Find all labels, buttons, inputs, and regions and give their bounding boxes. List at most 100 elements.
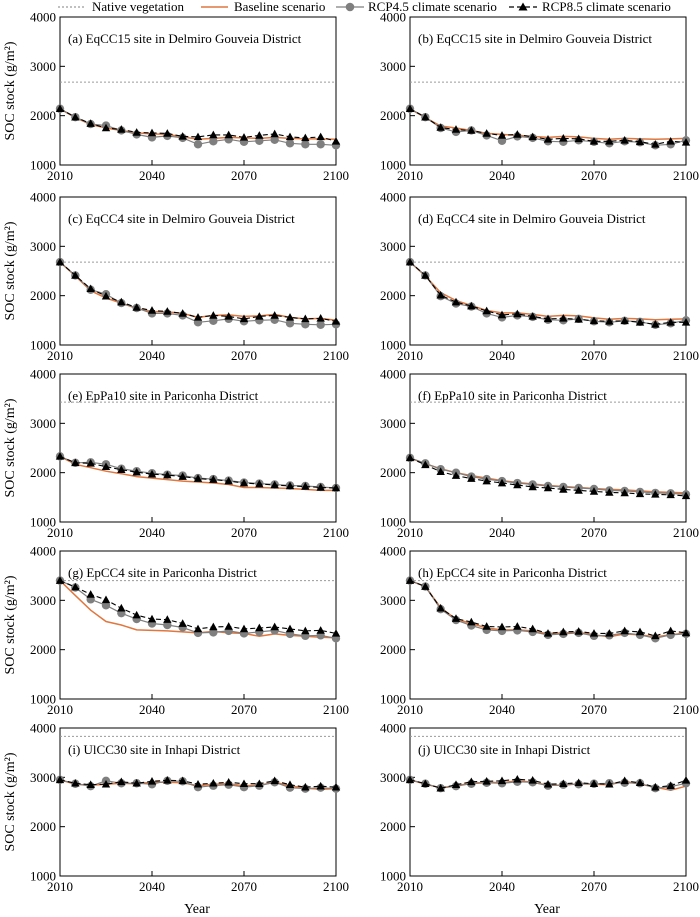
series-rcp85-point [528, 482, 537, 491]
series-rcp85-point [101, 462, 111, 471]
legend-rcp85-label: RCP8.5 climate scenario [542, 0, 671, 14]
x-tick-label: 2070 [581, 348, 607, 363]
series-rcp85-point [270, 622, 279, 631]
x-tick-label: 2100 [323, 168, 349, 183]
x-tick-label: 2100 [673, 879, 699, 894]
series-rcp85-point [178, 619, 187, 627]
series-rcp85-point [71, 112, 80, 121]
series-rcp85-point [270, 480, 279, 489]
series-rcp85-point [451, 780, 461, 789]
series-rcp85-point [163, 307, 172, 315]
x-tick-label: 2040 [489, 168, 515, 183]
series-rcp85-point [421, 779, 430, 788]
series-rcp85-point [117, 777, 126, 786]
panel-title: (g) EpCC4 site in Pariconha District [68, 565, 257, 580]
series-rcp85-point [132, 303, 141, 311]
series-rcp85-point [559, 627, 568, 636]
series-rcp45-point [316, 320, 325, 329]
series-rcp85-point [574, 486, 583, 494]
series-rcp85-point [405, 257, 415, 266]
series-rcp85-point [255, 779, 264, 788]
series-rcp85-point [193, 779, 203, 788]
y-tick-label: 2000 [30, 465, 56, 480]
x-tick-label: 2040 [139, 879, 165, 894]
series-rcp85-point [132, 467, 141, 476]
panel-title: (e) EpPa10 site in Pariconha District [68, 388, 259, 403]
series-rcp85-point [86, 458, 95, 467]
series-rcp85-point [605, 779, 614, 788]
series-rcp85-point [620, 488, 629, 497]
series-rcp85-point [497, 310, 507, 319]
y-tick-label: 1000 [380, 869, 406, 884]
series-baseline-line [59, 261, 337, 322]
y-axis-label: SOC stock (g/m²) [3, 752, 18, 851]
series-rcp85-point [574, 778, 583, 787]
series-rcp85-point [543, 135, 553, 143]
series-rcp85-point [635, 627, 645, 636]
series-rcp85-point [71, 582, 80, 591]
series-rcp85-point [543, 779, 553, 788]
series-rcp85-point [620, 626, 629, 635]
y-tick-label: 4000 [380, 10, 406, 25]
y-tick-label: 4000 [30, 190, 56, 205]
series-rcp85-point [666, 137, 675, 145]
series-rcp85-point [528, 132, 537, 141]
series-rcp85-point [451, 471, 461, 479]
series-rcp85-point [117, 297, 126, 306]
series-rcp85-point [132, 778, 141, 787]
series-rcp85-point [651, 139, 660, 148]
x-tick-label: 2100 [673, 348, 699, 363]
series-rcp85-point [316, 483, 325, 491]
series-rcp85-point [147, 469, 157, 478]
y-tick-label: 2000 [30, 642, 56, 657]
series-rcp85-point [681, 628, 691, 637]
series-rcp85-point [635, 318, 645, 326]
plot-frame [409, 196, 687, 346]
x-tick-label: 2040 [489, 702, 515, 717]
series-rcp85-point [513, 480, 522, 489]
series-rcp45-point [163, 620, 172, 630]
panel-title: (h) EpCC4 site in Pariconha District [418, 565, 607, 580]
panel-3: 1000 2000 3000 4000 2010 2040 2070 2100 (c) EqCC… [3, 190, 349, 364]
legend-native-label: Native vegetation [92, 0, 185, 14]
y-tick-label: 1000 [30, 515, 56, 530]
y-tick-label: 2000 [30, 108, 56, 123]
series-rcp85-point [451, 297, 461, 306]
series-rcp85-point [513, 130, 522, 138]
x-tick-label: 2070 [231, 168, 257, 183]
series-rcp85-point [71, 271, 80, 279]
series-rcp85-point [147, 306, 157, 314]
series-rcp85-point [255, 623, 264, 632]
series-rcp85-point [331, 137, 341, 145]
series-rcp85-point [209, 778, 218, 787]
series-rcp85-point [482, 622, 491, 630]
series-rcp85-point [285, 132, 295, 141]
y-tick-label: 2000 [380, 819, 406, 834]
series-rcp85-point [482, 306, 491, 315]
y-tick-label: 2000 [380, 642, 406, 657]
panel-4: 1000 2000 3000 4000 2010 2040 2070 2100 (d) EqCC… [380, 190, 699, 364]
series-rcp85-point [467, 474, 476, 482]
series-rcp85-point [605, 317, 614, 325]
series-rcp85-point [436, 783, 445, 792]
series-rcp85-point [405, 104, 415, 113]
series-rcp85-point [482, 129, 491, 137]
series-rcp85-point [497, 776, 507, 785]
series-rcp85-point [681, 318, 691, 326]
series-rcp85-point [421, 112, 430, 121]
x-tick-label: 2070 [581, 525, 607, 540]
x-tick-label: 2070 [581, 168, 607, 183]
series-rcp85-point [421, 271, 430, 279]
series-rcp85-point [55, 104, 65, 113]
series-rcp85-point [178, 309, 187, 317]
y-tick-label: 2000 [380, 465, 406, 480]
panel-8: 1000 2000 3000 4000 2010 2040 2070 2100 (h) EpCC… [380, 544, 699, 718]
y-tick-label: 4000 [30, 10, 56, 25]
series-rcp85-point [635, 778, 645, 787]
series-rcp85-point [635, 489, 645, 498]
series-rcp85-point [574, 627, 583, 635]
x-axis-label-right: Year [534, 902, 560, 917]
y-axis-label: SOC stock (g/m²) [3, 221, 18, 320]
series-rcp85-point [193, 624, 203, 633]
series-rcp85-point [86, 119, 95, 127]
